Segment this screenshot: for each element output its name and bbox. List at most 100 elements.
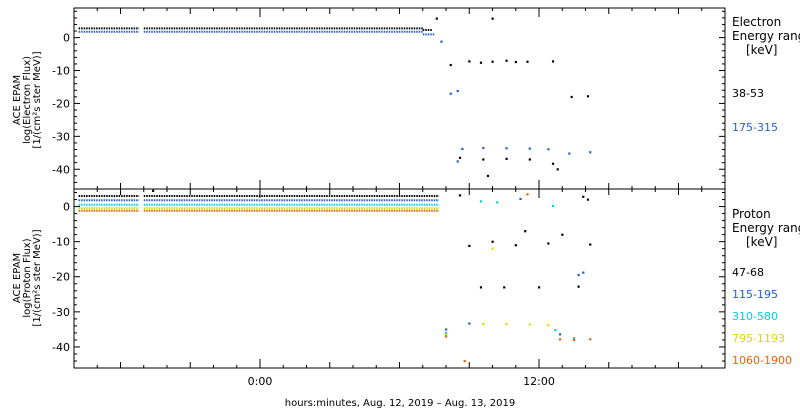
proton-series-47-68-point	[589, 243, 592, 246]
proton-series-47-68-point	[458, 194, 462, 197]
electron-legend-title-1: Electron	[732, 15, 781, 29]
electron-ylabel-line-2: log(Electron Flux)	[22, 56, 33, 144]
proton-series-310-580-point	[445, 331, 448, 335]
proton-series-795-1193-point	[505, 323, 508, 326]
electron-ylabel-line-1: ACE EPAM	[12, 75, 23, 125]
proton-series-115-195-point	[558, 333, 562, 336]
proton-series-47-68-point	[503, 286, 506, 289]
proton-legend-entry: 115-195	[732, 288, 778, 301]
proton-series-47-68-point	[524, 230, 527, 233]
electron-series-38-53-point	[551, 60, 555, 63]
electron-series-38-53-point	[468, 60, 471, 63]
proton-series-1060-1900-point	[526, 193, 529, 196]
proton-series-1060-1900-point	[558, 338, 562, 341]
electron-series-38-53-point	[505, 157, 508, 160]
proton-legend-title-1: Proton	[732, 207, 771, 221]
electron-y-tick-label: -40	[52, 163, 70, 176]
electron-series-38-53-point	[586, 95, 590, 98]
proton-legend-title-2: Energy range	[732, 221, 800, 235]
proton-series-795-1193-point	[491, 247, 494, 250]
electron-panel-frame	[73, 7, 726, 190]
electron-legend-title-3: [keV]	[746, 43, 777, 57]
proton-series-47-68-point	[479, 286, 483, 289]
proton-series-1060-1900-point	[463, 359, 466, 363]
electron-series-175-315-point	[440, 40, 443, 43]
electron-series-175-315-point	[456, 89, 459, 93]
proton-series-310-580-point	[551, 204, 555, 208]
electron-series-38-53-point	[482, 158, 485, 161]
electron-series-38-53-point	[570, 95, 573, 99]
electron-series-38-53-point	[491, 60, 494, 63]
proton-series-1060-1900-point	[589, 338, 592, 341]
proton-series-795-1193-point	[528, 323, 531, 326]
x-tick-label: 0:00	[248, 375, 273, 388]
electron-series-38-53-point	[435, 17, 438, 20]
proton-series-47-68-point	[491, 240, 494, 243]
electron-series-175-315-point	[505, 147, 508, 150]
proton-legend-entry: 795-1193	[732, 332, 785, 345]
proton-y-tick-label: -40	[52, 341, 70, 354]
proton-legend-entry: 47-68	[732, 266, 764, 279]
electron-series-175-315-point	[528, 147, 531, 150]
electron-series-175-315-point	[461, 147, 464, 151]
proton-series-310-580-point	[496, 201, 499, 204]
electron-legend-title-2: Energy range	[732, 29, 800, 43]
proton-legend-entry: 1060-1900	[732, 354, 792, 367]
electron-y-tick-label: -10	[52, 65, 70, 78]
proton-panel-frame	[73, 188, 726, 369]
electron-series-38-53-point	[528, 158, 531, 161]
x-axis-title: hours:minutes, Aug. 12, 2019 – Aug. 13, …	[285, 398, 516, 409]
electron-series-38-53-point	[551, 162, 555, 165]
proton-y-axis-label: ACE EPAM log(Proton Flux) [1/(cm²s ster …	[12, 229, 43, 326]
proton-series-115-195-point	[577, 273, 580, 277]
proton-series-1060-1900-point	[572, 338, 576, 342]
proton-series-115-195-point	[582, 271, 585, 274]
proton-series-47-68-point	[561, 233, 564, 236]
electron-ylabel-line-3: [1/(cm²s ster MeV)]	[32, 51, 43, 148]
x-tick-label: 12:00	[523, 375, 555, 388]
electron-y-axis-label: ACE EPAM log(Electron Flux) [1/(cm²s ste…	[12, 51, 43, 148]
electron-legend-entry: 38-53	[732, 87, 764, 100]
proton-series-115-195-point	[519, 197, 522, 201]
electron-series-38-53-point	[458, 156, 462, 159]
proton-series-795-1193-point	[547, 324, 550, 327]
electron-y-tick-label: 0	[63, 32, 70, 45]
proton-series-47-68-point	[582, 195, 585, 198]
electron-series-175-315-point	[449, 92, 452, 95]
proton-series-310-580-point	[479, 200, 483, 203]
proton-series-310-580-point	[554, 329, 557, 332]
electron-series-175-315-point	[456, 160, 459, 163]
electron-series-38-53-point	[526, 60, 529, 63]
proton-series-115-195-point	[468, 322, 471, 325]
proton-series-47-68-point	[538, 286, 541, 289]
proton-legend: Proton Energy range [keV]	[732, 207, 800, 249]
proton-series-47-68-point	[514, 244, 517, 247]
proton-y-tick-label: 0	[63, 201, 70, 214]
electron-series-38-53-point	[505, 59, 508, 62]
proton-y-tick-label: -10	[52, 236, 70, 249]
electron-series-38-53-point	[486, 174, 490, 178]
proton-series-47-68-point	[152, 189, 155, 192]
proton-series-310-580-point	[572, 337, 576, 340]
proton-series-1060-1900-point	[445, 335, 448, 338]
electron-series-38-53-point	[514, 60, 517, 64]
electron-y-tick-label: -30	[52, 130, 70, 143]
electron-series-38-53-point	[449, 63, 452, 67]
electron-series-175-315-point	[568, 152, 571, 155]
proton-y-tick-label: -20	[52, 271, 70, 284]
proton-ylabel-line-1: ACE EPAM	[12, 253, 23, 303]
proton-series-47-68-point	[586, 198, 590, 201]
electron-legend: Electron Energy range [keV]	[732, 15, 800, 57]
electron-legend-entry: 175-315	[732, 121, 778, 134]
electron-y-tick-label: -20	[52, 97, 70, 110]
proton-ylabel-line-3: [1/(cm²s ster MeV)]	[32, 229, 43, 326]
electron-series-38-53-point	[479, 61, 483, 64]
electron-series-38-53-point	[556, 168, 559, 171]
proton-legend-entry: 310-580	[732, 310, 778, 323]
proton-series-47-68-point	[577, 285, 580, 288]
proton-series-47-68-point	[547, 242, 550, 245]
proton-legend-title-3: [keV]	[746, 235, 777, 249]
proton-series-795-1193-point	[482, 322, 485, 325]
